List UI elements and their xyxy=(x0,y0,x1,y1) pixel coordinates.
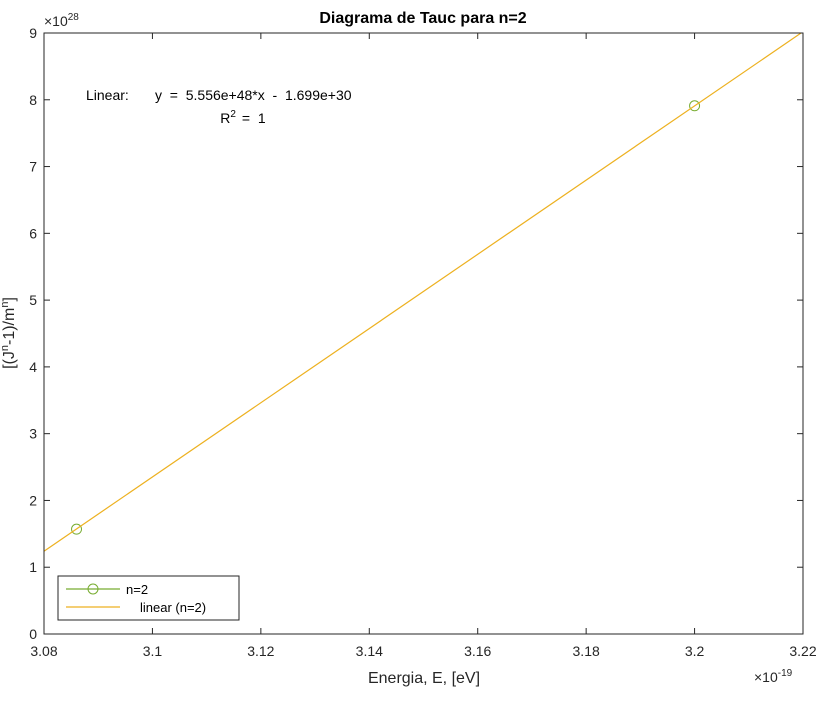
linear-fit-line xyxy=(44,33,803,552)
fit-equation: y = 5.556e+48*x - 1.699e+30 xyxy=(155,87,352,103)
x-scale-multiplier: ×10-19 xyxy=(754,668,793,685)
data-point-2 xyxy=(689,100,701,112)
y-scale-base: ×10 xyxy=(44,13,68,29)
x-tick-label: 3.08 xyxy=(30,643,57,659)
legend-swatch-n2-marker xyxy=(87,583,99,595)
legend-label-linear: linear (n=2) xyxy=(140,600,206,615)
x-tick-label: 3.12 xyxy=(247,643,274,659)
x-tick-label: 3.16 xyxy=(464,643,491,659)
y-tick-label: 1 xyxy=(29,559,37,575)
y-tick-label: 7 xyxy=(29,159,37,175)
y-tick-label: 0 xyxy=(29,626,37,642)
y-tick-label: 3 xyxy=(29,426,37,442)
x-tick-label: 3.14 xyxy=(356,643,383,659)
y-tick-label: 5 xyxy=(29,292,37,308)
x-tick-label: 3.22 xyxy=(789,643,816,659)
series-layer xyxy=(44,33,803,552)
x-tick-label: 3.1 xyxy=(143,643,163,659)
fit-type: Linear: xyxy=(86,87,129,103)
legend-box xyxy=(57,575,240,621)
r2-label: R xyxy=(220,110,230,126)
x-scale-exponent: -19 xyxy=(778,668,793,679)
y-scale-exponent: 28 xyxy=(68,12,80,23)
legend-label-n2: n=2 xyxy=(126,582,148,597)
y-tick-label: 2 xyxy=(29,492,37,508)
fit-r2: R2 = 1 xyxy=(193,109,285,126)
x-tick-label: 3.2 xyxy=(685,643,705,659)
x-scale-base: ×10 xyxy=(754,669,778,685)
y-tick-label: 8 xyxy=(29,92,37,108)
data-point-1 xyxy=(71,523,83,535)
axes-box xyxy=(43,32,804,635)
series-linear-fit xyxy=(44,33,803,552)
series-n2-points xyxy=(71,100,701,535)
plot-area xyxy=(44,33,803,634)
axes-layer: 3.08 3.1 3.12 3.14 3.16 3.18 3.2 3.22 0 1 2 3 4 5 6 7 8 9 xyxy=(29,25,817,659)
x-tick-label: 3.18 xyxy=(573,643,600,659)
legend: n=2 linear (n=2) xyxy=(57,575,240,621)
plot-background xyxy=(44,33,803,634)
y-tick-label: 9 xyxy=(29,25,37,41)
r2-exponent: 2 xyxy=(230,109,236,120)
chart-title: Diagrama de Tauc para n=2 xyxy=(319,10,526,27)
y-scale-multiplier: ×1028 xyxy=(44,12,79,29)
y-tick-label: 4 xyxy=(29,359,37,375)
fit-annotation: Linear: y = 5.556e+48*x - 1.699e+30 R2 = … xyxy=(86,87,352,126)
y-axis-label: [(Jn-1)/mn] xyxy=(0,297,18,369)
r2-value: = 1 xyxy=(242,110,266,126)
y-tick-label: 6 xyxy=(29,225,37,241)
x-axis-label: Energia, E, [eV] xyxy=(368,670,480,687)
